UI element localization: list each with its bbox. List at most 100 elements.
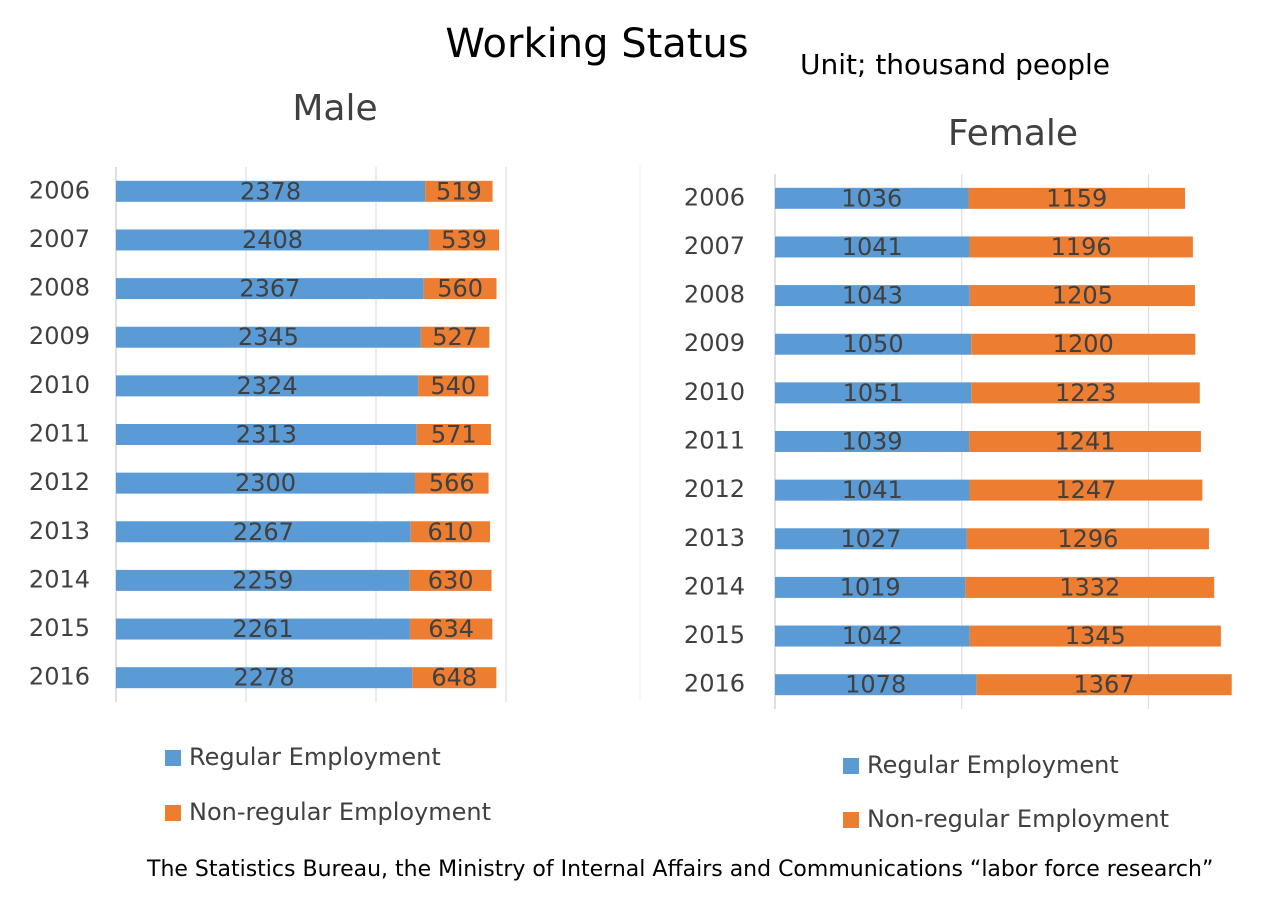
bar [416, 424, 491, 445]
unit-note: Unit; thousand people [800, 48, 1110, 81]
y-tick-label: 2016 [29, 663, 90, 691]
data-label: 566 [429, 469, 475, 497]
data-label: 2267 [233, 518, 294, 546]
y-tick-label: 2015 [684, 621, 745, 649]
data-label: 560 [437, 275, 483, 303]
bar [775, 674, 977, 696]
data-label: 1027 [840, 525, 901, 553]
data-label: 2378 [240, 177, 301, 205]
data-label: 2313 [236, 421, 297, 449]
data-label: 1332 [1059, 573, 1120, 601]
y-tick-label: 2008 [684, 281, 745, 309]
bar [409, 569, 492, 591]
y-tick-label: 2014 [29, 565, 90, 593]
y-tick-label: 2010 [29, 371, 90, 399]
data-label: 2367 [239, 275, 300, 303]
legend-label: Non-regular Employment [867, 805, 1169, 833]
bar [971, 382, 1200, 404]
bar [116, 229, 430, 251]
y-tick-label: 2006 [684, 183, 745, 211]
y-tick-label: 2007 [684, 232, 745, 260]
data-label: 539 [441, 226, 487, 254]
y-tick-label: 2006 [29, 176, 90, 204]
data-label: 2259 [232, 566, 293, 594]
legend-label: Regular Employment [867, 751, 1119, 779]
data-label: 1205 [1052, 282, 1113, 310]
bar [410, 521, 491, 543]
y-tick-label: 2008 [29, 274, 90, 302]
data-label: 1241 [1054, 428, 1115, 456]
y-tick-label: 2014 [684, 572, 745, 600]
bar [775, 479, 970, 501]
bar [969, 236, 1193, 258]
bar [775, 333, 972, 355]
data-label: 1078 [845, 671, 906, 699]
bar [418, 375, 489, 397]
bar [116, 569, 410, 591]
bar [429, 229, 500, 251]
bar [969, 285, 1195, 307]
bar [116, 278, 424, 300]
data-label: 2345 [238, 323, 299, 351]
bar [965, 576, 1215, 598]
data-label: 1041 [842, 233, 903, 261]
legend-swatch [165, 805, 181, 821]
data-label: 1050 [843, 330, 904, 358]
bar [116, 375, 419, 397]
bar [116, 618, 410, 640]
y-tick-label: 2013 [29, 517, 90, 545]
y-tick-label: 2009 [29, 322, 90, 350]
bar [116, 326, 421, 348]
data-label: 1345 [1065, 622, 1126, 650]
bar [775, 431, 970, 452]
bar [966, 528, 1209, 550]
bar [116, 180, 426, 202]
bar [969, 625, 1221, 647]
bar [116, 667, 413, 689]
bar [775, 382, 972, 404]
data-label: 540 [430, 372, 476, 400]
y-tick-label: 2013 [684, 524, 745, 552]
bar [116, 424, 417, 445]
y-tick-label: 2011 [684, 427, 745, 455]
bar [971, 333, 1196, 355]
bar [775, 285, 970, 307]
y-tick-label: 2016 [684, 670, 745, 698]
y-tick-label: 2012 [684, 475, 745, 503]
y-tick-label: 2007 [29, 225, 90, 253]
data-label: 1296 [1057, 525, 1118, 553]
bar [412, 667, 497, 689]
data-label: 1196 [1051, 233, 1112, 261]
data-label: 1036 [841, 184, 902, 212]
bar [775, 187, 969, 209]
data-label: 610 [427, 518, 473, 546]
bar [976, 674, 1232, 696]
bar [969, 431, 1201, 452]
data-label: 519 [436, 177, 482, 205]
y-tick-label: 2011 [29, 420, 90, 448]
data-label: 2261 [232, 615, 293, 643]
data-label: 2408 [242, 226, 303, 254]
data-label: 1042 [842, 622, 903, 650]
chart-title: Female [948, 113, 1078, 154]
bar [116, 521, 411, 543]
data-label: 1041 [842, 476, 903, 504]
bar [775, 625, 970, 647]
legend-label: Non-regular Employment [189, 798, 491, 826]
bar [415, 472, 489, 494]
bar [425, 180, 493, 202]
bar [409, 618, 493, 640]
source-note: The Statistics Bureau, the Ministry of I… [146, 857, 1213, 882]
data-label: 2278 [234, 664, 295, 692]
bar [775, 236, 970, 258]
data-label: 1223 [1055, 379, 1116, 407]
chart-title: Male [292, 88, 377, 129]
legend-swatch [843, 758, 859, 774]
data-label: 630 [428, 566, 474, 594]
data-label: 648 [431, 664, 477, 692]
data-label: 1200 [1053, 330, 1114, 358]
data-label: 2300 [235, 469, 296, 497]
y-tick-label: 2009 [684, 329, 745, 357]
bar [116, 472, 415, 494]
